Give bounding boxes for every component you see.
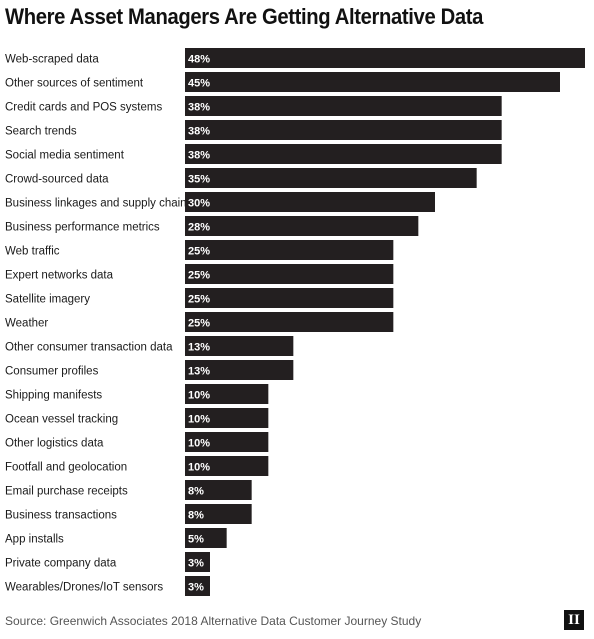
value-label: 38% bbox=[188, 150, 210, 162]
value-label: 28% bbox=[188, 222, 210, 234]
value-label: 10% bbox=[188, 462, 210, 474]
category-label: Shipping manifests bbox=[5, 390, 102, 402]
value-label: 25% bbox=[188, 246, 210, 258]
chart-title: Where Asset Managers Are Getting Alterna… bbox=[5, 4, 483, 29]
value-label: 10% bbox=[188, 414, 210, 426]
bar bbox=[185, 72, 560, 92]
bar bbox=[185, 192, 435, 212]
bar bbox=[185, 48, 585, 68]
value-label: 38% bbox=[188, 102, 210, 114]
category-label: Crowd-sourced data bbox=[5, 174, 109, 186]
bar bbox=[185, 384, 269, 404]
publisher-logo: II bbox=[564, 610, 584, 630]
bar bbox=[185, 528, 227, 548]
bar bbox=[185, 264, 394, 284]
bar bbox=[185, 216, 419, 236]
category-label: Wearables/Drones/IoT sensors bbox=[5, 582, 163, 594]
bar bbox=[185, 144, 502, 164]
value-label: 30% bbox=[188, 198, 210, 210]
category-label: Satellite imagery bbox=[5, 294, 90, 306]
category-label: Weather bbox=[5, 318, 48, 330]
category-label: Footfall and geolocation bbox=[5, 462, 127, 474]
bar bbox=[185, 288, 394, 308]
value-label: 48% bbox=[188, 54, 210, 66]
value-label: 13% bbox=[188, 366, 210, 378]
bar bbox=[185, 408, 269, 428]
category-label: App installs bbox=[5, 534, 64, 546]
source-note: Source: Greenwich Associates 2018 Altern… bbox=[5, 614, 422, 628]
value-label: 3% bbox=[188, 558, 204, 570]
bar bbox=[185, 312, 394, 332]
category-label: Private company data bbox=[5, 558, 117, 570]
bar bbox=[185, 432, 269, 452]
value-label: 10% bbox=[188, 390, 210, 402]
bar bbox=[185, 480, 252, 500]
bar bbox=[185, 240, 394, 260]
value-label: 13% bbox=[188, 342, 210, 354]
category-label: Business linkages and supply chain bbox=[5, 198, 187, 210]
category-label: Consumer profiles bbox=[5, 366, 99, 378]
category-label: Other sources of sentiment bbox=[5, 78, 144, 90]
value-label: 3% bbox=[188, 582, 204, 594]
value-label: 25% bbox=[188, 294, 210, 306]
category-label: Social media sentiment bbox=[5, 150, 125, 162]
category-label: Credit cards and POS systems bbox=[5, 102, 162, 114]
value-label: 25% bbox=[188, 270, 210, 282]
bar bbox=[185, 504, 252, 524]
category-label: Other logistics data bbox=[5, 438, 104, 450]
bar bbox=[185, 360, 294, 380]
category-label: Ocean vessel tracking bbox=[5, 414, 118, 426]
value-label: 10% bbox=[188, 438, 210, 450]
category-label: Business transactions bbox=[5, 510, 117, 522]
bar bbox=[185, 456, 269, 476]
bar bbox=[185, 96, 502, 116]
value-label: 8% bbox=[188, 510, 204, 522]
category-label: Business performance metrics bbox=[5, 222, 160, 234]
category-label: Other consumer transaction data bbox=[5, 342, 173, 354]
category-label: Search trends bbox=[5, 126, 77, 138]
bar bbox=[185, 552, 210, 572]
value-label: 45% bbox=[188, 78, 210, 90]
bar bbox=[185, 576, 210, 596]
value-label: 35% bbox=[188, 174, 210, 186]
value-label: 38% bbox=[188, 126, 210, 138]
category-label: Expert networks data bbox=[5, 270, 114, 282]
bar bbox=[185, 336, 294, 356]
value-label: 5% bbox=[188, 534, 204, 546]
value-label: 8% bbox=[188, 486, 204, 498]
bar-chart: Web-scraped data 48% Other sources of sent… bbox=[5, 48, 585, 596]
bar bbox=[185, 168, 477, 188]
bar bbox=[185, 120, 502, 140]
category-label: Web-scraped data bbox=[5, 54, 99, 66]
value-label: 25% bbox=[188, 318, 210, 330]
category-label: Web traffic bbox=[5, 246, 60, 258]
category-label: Email purchase receipts bbox=[5, 486, 128, 498]
